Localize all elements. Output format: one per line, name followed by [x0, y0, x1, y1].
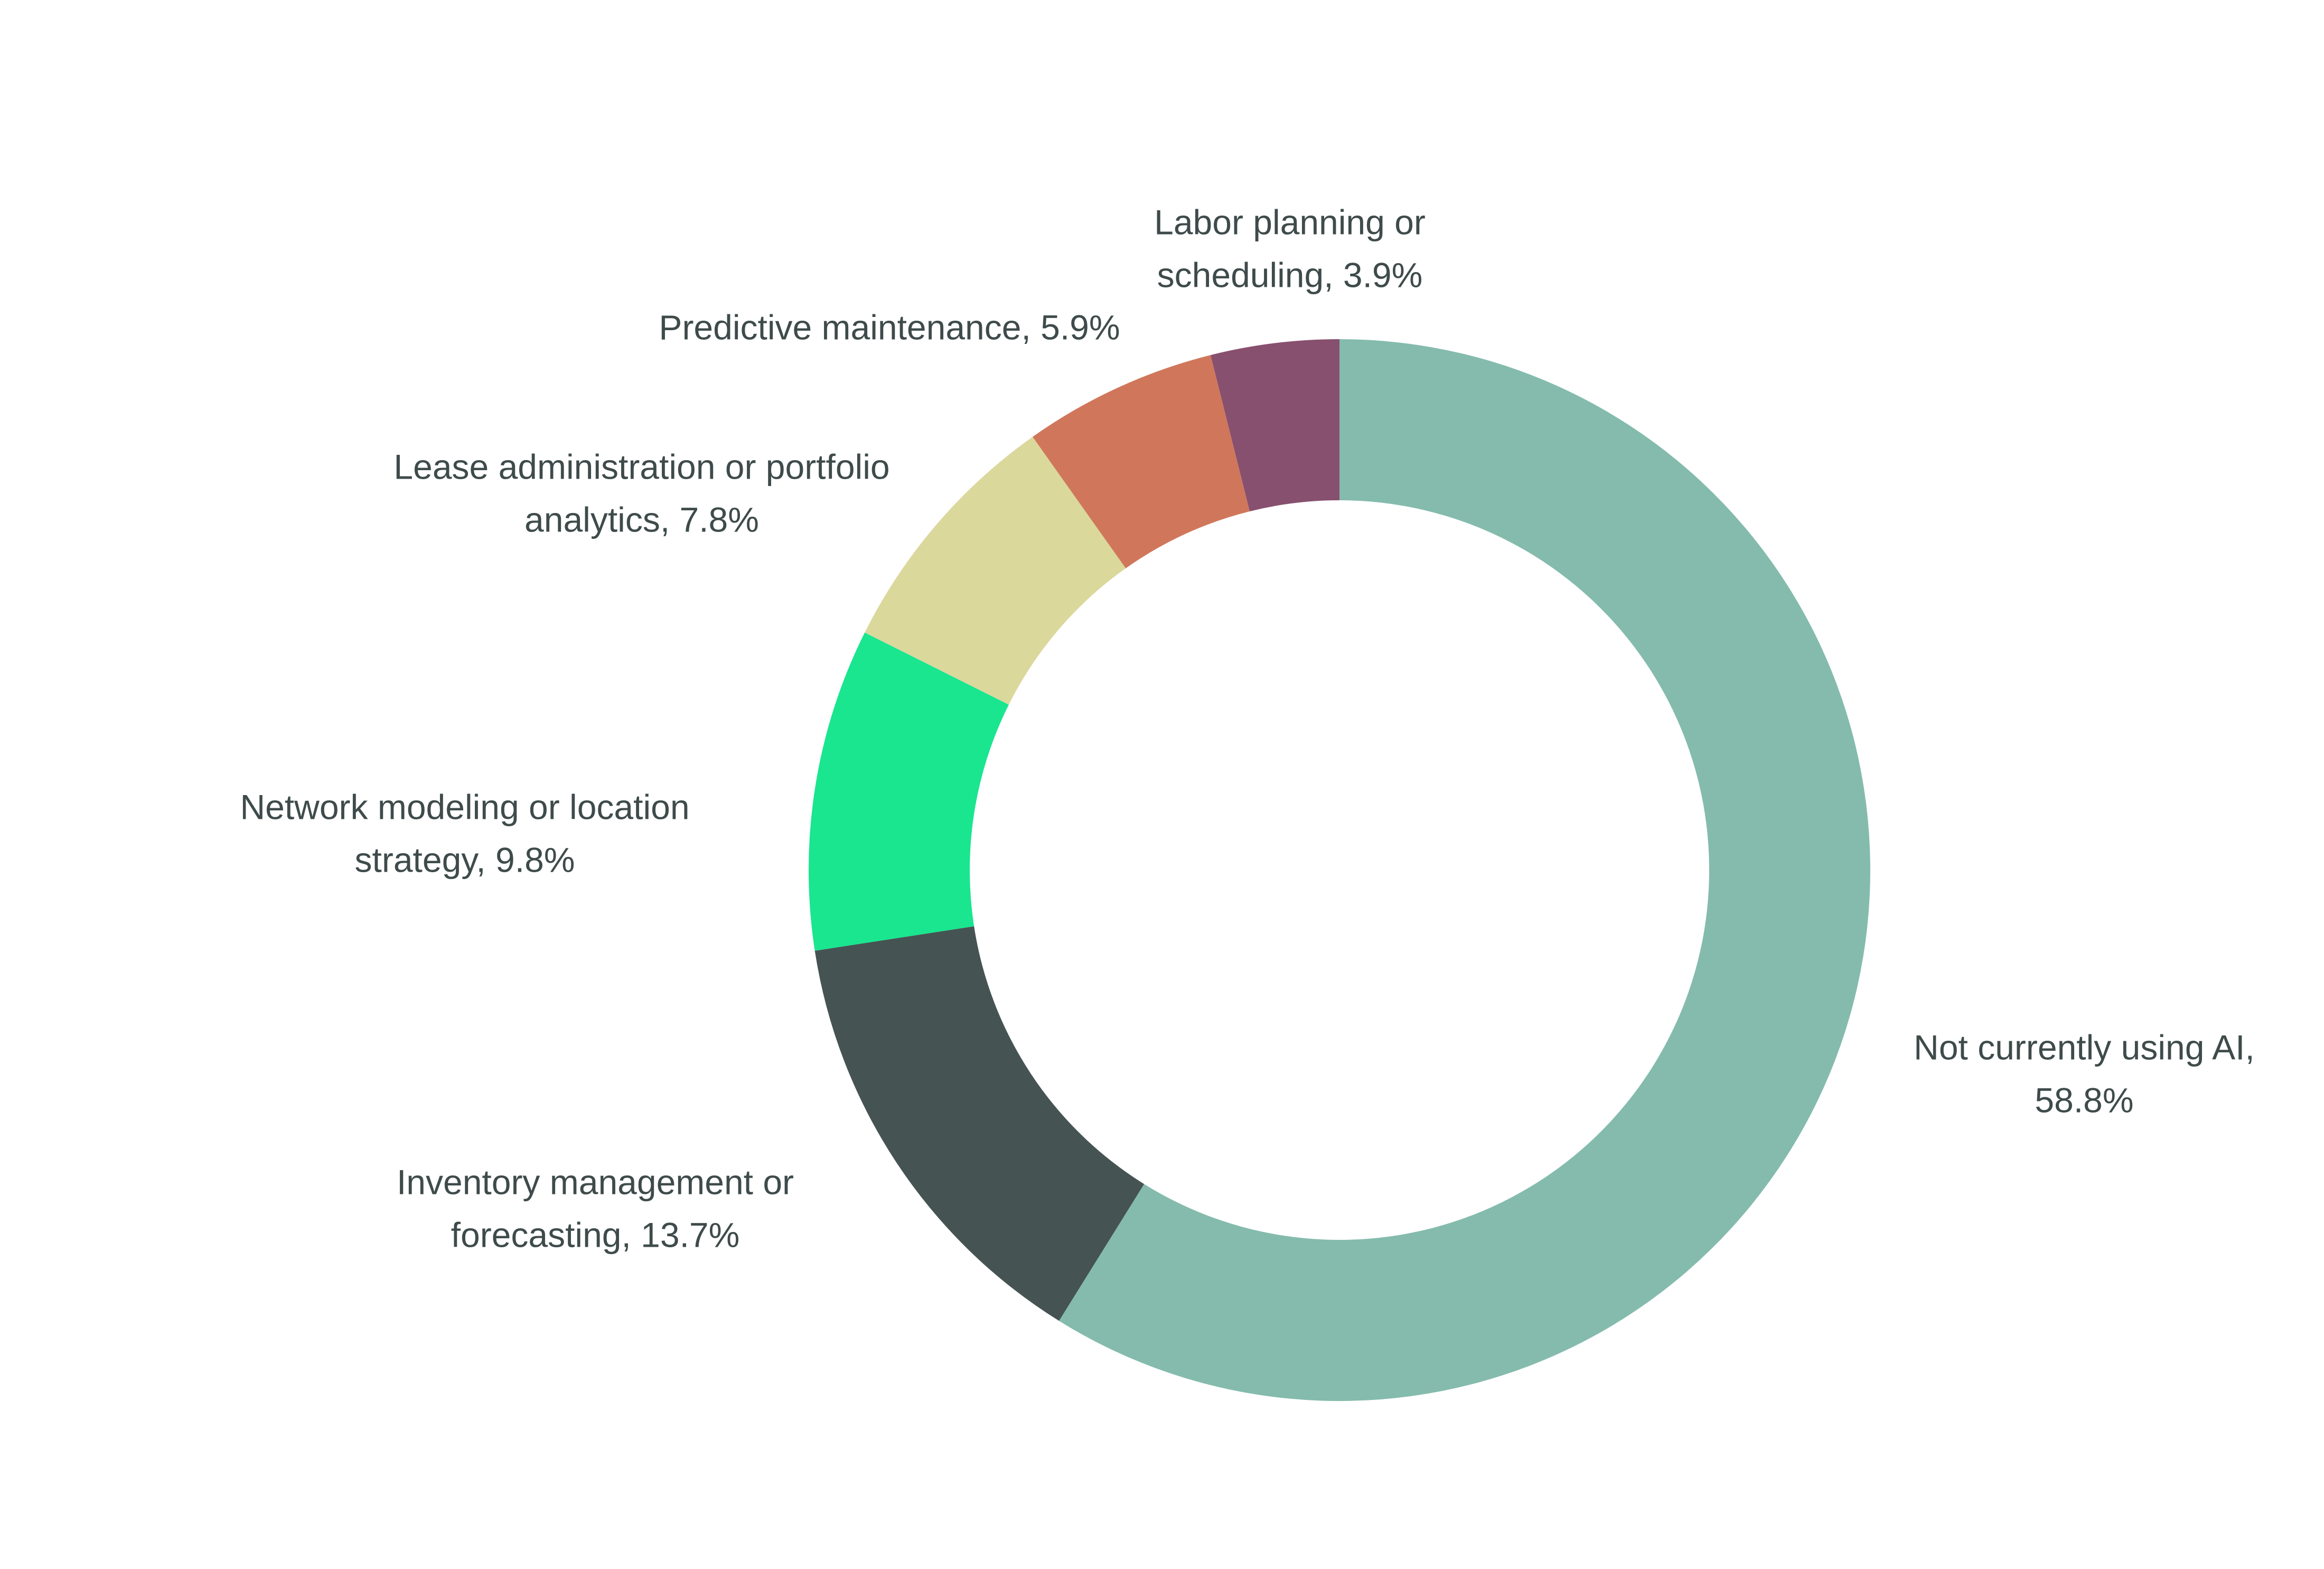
segment-label: Not currently using AI,	[1914, 1028, 2255, 1067]
segment-label: analytics, 7.8%	[524, 500, 759, 539]
segment-label: Lease administration or portfolio	[393, 447, 889, 486]
donut-segment	[1210, 339, 1339, 511]
segment-label: 58.8%	[2035, 1080, 2133, 1119]
donut-segment	[814, 926, 1145, 1321]
donut-segment	[1059, 339, 1870, 1401]
donut-segment	[865, 436, 1126, 705]
segment-label: Labor planning or	[1154, 202, 1426, 241]
segment-label: Predictive maintenance, 5.9%	[659, 307, 1120, 347]
segment-label: Inventory management or	[397, 1162, 794, 1201]
segment-label: Network modeling or location	[240, 787, 689, 826]
donut-segment	[808, 632, 1009, 951]
segment-label: strategy, 9.8%	[355, 840, 575, 879]
segment-label: scheduling, 3.9%	[1157, 255, 1423, 294]
donut-segment	[1033, 355, 1250, 568]
segment-label: forecasting, 13.7%	[451, 1215, 740, 1254]
